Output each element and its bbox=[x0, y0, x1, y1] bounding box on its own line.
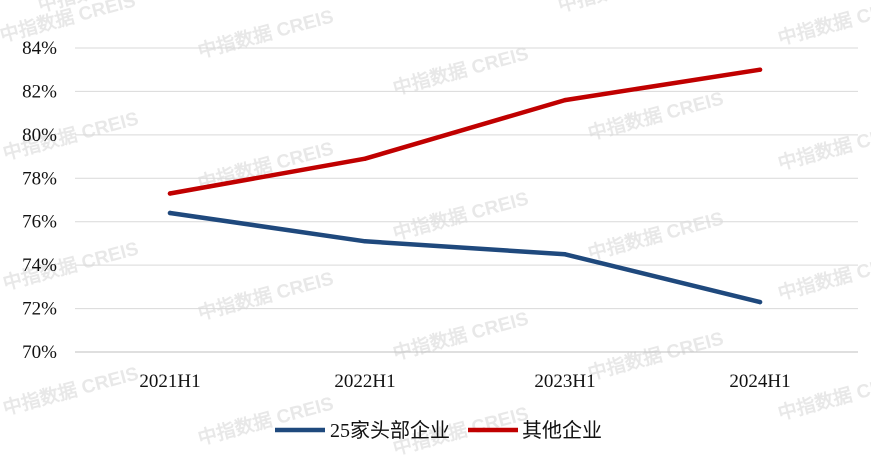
watermark-text: 中指数据 CREIS bbox=[585, 207, 726, 265]
watermark-text: 中指数据 CREIS bbox=[195, 5, 336, 63]
y-tick-label: 70% bbox=[22, 342, 57, 363]
y-tick-label: 74% bbox=[22, 255, 57, 276]
x-tick-label: 2024H1 bbox=[729, 371, 790, 392]
data-point bbox=[167, 210, 173, 216]
watermark-text: 中指数据 CREIS bbox=[195, 392, 336, 450]
x-tick-label: 2022H1 bbox=[334, 371, 395, 392]
data-point bbox=[167, 191, 173, 196]
y-tick-label: 72% bbox=[22, 299, 57, 320]
y-axis-ticks: 70% 72% 74% 76% 78% 80% 82% 84% bbox=[22, 38, 57, 363]
data-point bbox=[562, 97, 568, 103]
watermark-text: 中指数据 CREIS bbox=[390, 187, 531, 245]
y-tick-label: 84% bbox=[22, 38, 57, 59]
watermark-text: 中指数据 CREIS bbox=[0, 362, 141, 420]
watermark-text: 中指数据 CREIS bbox=[585, 327, 726, 385]
data-point bbox=[562, 252, 568, 257]
watermark-text: 中指数据 CREIS bbox=[775, 247, 871, 305]
series-lines bbox=[167, 67, 763, 305]
watermark-text: 中指数据 CREIS bbox=[555, 0, 696, 17]
series-line bbox=[167, 67, 763, 196]
y-tick-label: 78% bbox=[22, 168, 57, 189]
legend-label: 其他企业 bbox=[522, 419, 602, 442]
x-tick-label: 2023H1 bbox=[534, 371, 595, 392]
data-point bbox=[757, 67, 763, 72]
watermark-text: 中指数据 CREIS bbox=[775, 117, 871, 175]
watermark-text: 中指数据 CREIS bbox=[390, 307, 531, 365]
grid-lines bbox=[75, 47, 858, 353]
y-tick-label: 76% bbox=[22, 212, 57, 233]
y-tick-label: 80% bbox=[22, 125, 57, 146]
data-point bbox=[757, 299, 763, 305]
x-axis-ticks: 2021H1 2022H1 2023H1 2024H1 bbox=[139, 371, 790, 392]
data-point bbox=[362, 156, 368, 161]
data-point bbox=[362, 239, 368, 244]
legend-label: 25家头部企业 bbox=[330, 419, 450, 442]
legend: 25家头部企业 其他企业 bbox=[275, 419, 602, 442]
watermark-text: 中指数据 CREIS bbox=[195, 267, 336, 325]
watermark-text: 中指数据 CREIS bbox=[775, 0, 871, 50]
x-tick-label: 2021H1 bbox=[139, 371, 200, 392]
y-tick-label: 82% bbox=[22, 81, 57, 102]
series-line bbox=[167, 210, 763, 305]
